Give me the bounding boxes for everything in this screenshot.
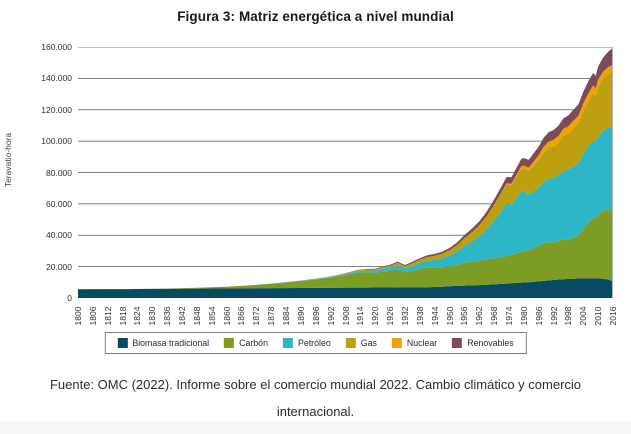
legend-item: Biomasa tradicional <box>117 338 209 348</box>
legend-swatch-icon <box>452 338 463 348</box>
x-tick-label: 1944 <box>429 306 440 326</box>
legend-label: Carbón <box>239 338 268 348</box>
y-tick-label: 120.000 <box>41 104 72 115</box>
y-tick-label: 0 <box>67 293 72 303</box>
x-tick-label: 1950 <box>444 306 455 326</box>
legend-swatch-icon <box>224 338 235 348</box>
x-tick-label: 1860 <box>221 306 232 326</box>
x-tick-label: 1872 <box>251 306 262 326</box>
page-bottom-strip <box>0 421 631 434</box>
x-tick-label: 1854 <box>206 306 217 326</box>
x-tick-label: 1800 <box>73 306 83 326</box>
legend-label: Biomasa tradicional <box>132 338 210 348</box>
plot-svg <box>78 47 613 298</box>
chart-legend: Biomasa tradicional Carbón Petróleo Gas Nucl… <box>104 332 527 354</box>
x-tick-label: 1902 <box>325 306 336 326</box>
x-tick-label: 1968 <box>489 306 500 326</box>
y-tick-label: 60.000 <box>46 198 72 209</box>
x-tick-label: 1866 <box>236 306 247 326</box>
x-tick-label: 1812 <box>102 306 113 326</box>
x-tick-label: 2010 <box>593 306 604 326</box>
legend-swatch-icon <box>391 338 402 348</box>
figure-title: Figura 3: Matriz energética a nivel mund… <box>177 9 454 24</box>
legend-label: Petróleo <box>297 338 331 348</box>
legend-item: Petróleo <box>282 338 331 348</box>
x-tick-label: 1920 <box>370 306 381 326</box>
legend-swatch-icon <box>345 338 356 348</box>
legend-swatch-icon <box>282 338 293 348</box>
legend-item: Renovables <box>452 338 514 348</box>
x-tick-label: 1884 <box>281 306 292 326</box>
x-tick-label: 1896 <box>310 306 321 326</box>
y-tick-label: 40.000 <box>46 230 72 241</box>
x-tick-label: 1890 <box>295 306 306 326</box>
x-tick-label: 1926 <box>385 306 396 326</box>
x-tick-label: 1938 <box>414 306 425 326</box>
x-tick-label: 1932 <box>399 306 410 326</box>
legend-label: Gas <box>360 338 377 348</box>
x-tick-label: 1908 <box>340 306 351 326</box>
y-tick-label: 20.000 <box>46 261 72 272</box>
y-tick-label: 140.000 <box>41 73 72 84</box>
y-axis-tick-labels: 0 20.000 40.000 60.000 80.000 100.000 120.000 1… <box>0 0 73 310</box>
y-tick-label: 100.000 <box>41 136 72 147</box>
x-axis-tick-labels: 1800 1806 1812 1818 1824 1830 1836 1842 1848 1854… <box>73 306 618 326</box>
legend-swatch-icon <box>117 338 128 348</box>
x-tick-label: 1914 <box>355 306 366 326</box>
x-tick-label: 1974 <box>503 306 514 326</box>
x-tick-label: 1980 <box>518 306 529 326</box>
x-tick-label: 1842 <box>177 306 188 326</box>
x-tick-label: 1956 <box>459 306 470 326</box>
y-tick-label: 80.000 <box>46 167 72 178</box>
x-tick-label: 2016 <box>608 306 618 326</box>
x-tick-label: 1830 <box>147 306 158 326</box>
x-tick-label: 1818 <box>117 306 128 326</box>
source-note: Fuente: OMC (2022). Informe sobre el com… <box>49 377 582 419</box>
legend-label: Renovables <box>467 338 514 348</box>
legend-item: Nuclear <box>391 338 438 348</box>
legend-label: Nuclear <box>406 338 438 348</box>
x-tick-label: 1848 <box>191 306 202 326</box>
stacked-area-chart <box>78 47 613 298</box>
x-tick-label: 1836 <box>162 306 173 326</box>
x-tick-label: 1992 <box>548 306 559 326</box>
x-tick-label: 1986 <box>533 306 544 326</box>
x-tick-label: 1806 <box>87 306 98 326</box>
x-tick-label: 1962 <box>474 306 485 326</box>
x-tick-label: 1998 <box>563 306 574 326</box>
x-tick-label: 1878 <box>266 306 277 326</box>
x-tick-label: 2004 <box>578 306 589 326</box>
x-tick-label: 1824 <box>132 306 143 326</box>
legend-item: Gas <box>345 338 377 348</box>
y-tick-label: 160.000 <box>41 42 72 52</box>
legend-item: Carbón <box>224 338 268 348</box>
